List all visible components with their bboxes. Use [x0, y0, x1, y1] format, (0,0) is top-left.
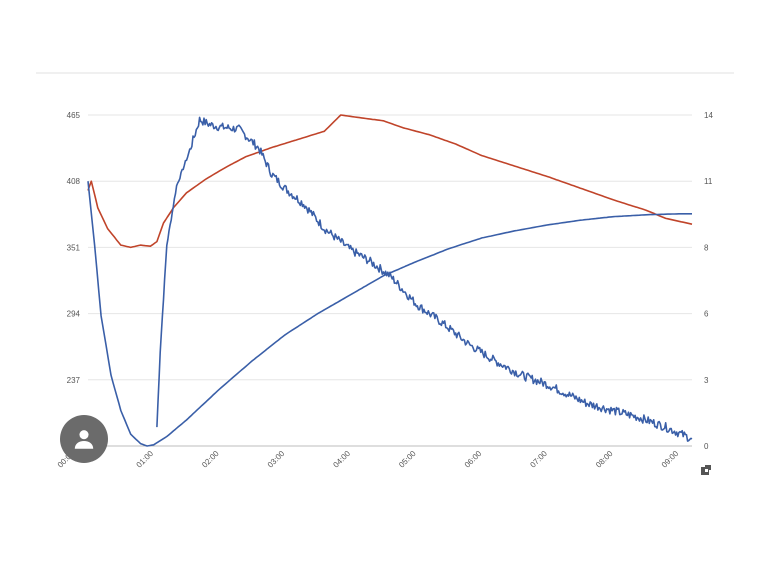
avatar[interactable] — [60, 415, 108, 463]
y-left-tick-label: 408 — [67, 177, 81, 186]
y-axis-right: 14 11 8 6 3 0 — [704, 111, 713, 451]
y-right-tick-label: 8 — [704, 243, 709, 252]
x-tick-label: 03:00 — [266, 449, 287, 470]
person-icon — [74, 430, 94, 449]
y-right-tick-label: 14 — [704, 111, 713, 120]
y-right-tick-label: 11 — [704, 177, 713, 186]
x-tick-label: 09:00 — [660, 449, 681, 470]
y-left-tick-label: 294 — [67, 310, 81, 319]
series-line-0 — [87, 114, 693, 249]
x-tick-label: 08:00 — [594, 449, 615, 470]
x-tick-label: 07:00 — [528, 449, 549, 470]
series-group — [87, 114, 693, 447]
resize-icon[interactable] — [700, 464, 712, 476]
series-line-2 — [156, 116, 693, 442]
y-left-tick-label: 351 — [67, 243, 81, 252]
x-tick-label: 04:00 — [331, 449, 352, 470]
y-left-tick-label: 465 — [67, 111, 81, 120]
y-right-tick-label: 6 — [704, 310, 709, 319]
y-axis-left: 465 408 351 294 237 — [67, 111, 81, 385]
x-axis: 00:00 01:00 02:00 03:00 04:00 05:00 06:00 07:00… — [56, 449, 681, 470]
grid-lines — [88, 114, 692, 447]
x-tick-label: 05:00 — [397, 449, 418, 470]
y-right-tick-label: 0 — [704, 442, 709, 451]
y-right-tick-label: 3 — [704, 376, 709, 385]
y-left-tick-label: 237 — [67, 376, 81, 385]
x-tick-label: 06:00 — [463, 449, 484, 470]
x-tick-label: 02:00 — [200, 449, 221, 470]
x-tick-label: 01:00 — [135, 449, 156, 470]
